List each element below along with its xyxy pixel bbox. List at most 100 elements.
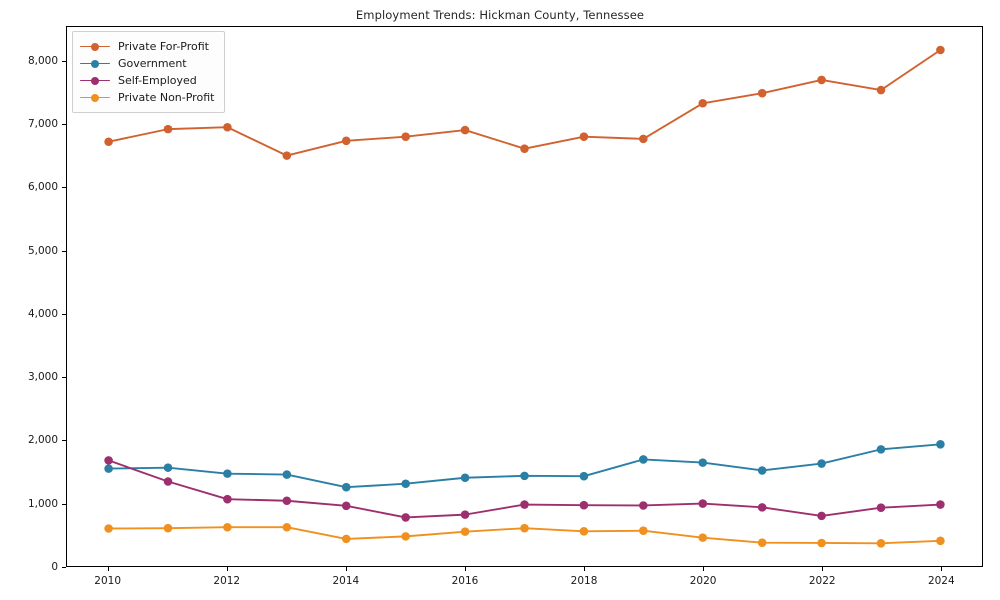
data-point <box>757 503 767 512</box>
x-tick-mark <box>822 567 824 571</box>
data-point <box>460 125 470 135</box>
data-point <box>698 458 708 467</box>
data-point <box>282 522 292 532</box>
y-tick-label: 7,000 <box>27 118 58 131</box>
series-line <box>107 443 942 489</box>
y-tick-mark <box>62 377 66 379</box>
data-point <box>757 538 767 547</box>
y-tick-mark <box>62 124 66 126</box>
data-point <box>520 471 529 481</box>
legend-label: Private Non-Profit <box>118 91 215 104</box>
data-point <box>341 482 351 492</box>
data-point <box>460 473 470 483</box>
legend-marker-icon <box>80 92 110 104</box>
plot-area <box>66 26 983 567</box>
y-tick-label: 6,000 <box>27 181 58 194</box>
x-tick-label: 2022 <box>808 575 836 587</box>
data-point <box>639 455 648 464</box>
x-tick-label: 2018 <box>570 575 598 587</box>
data-point <box>817 538 826 548</box>
data-point <box>104 464 113 473</box>
legend-label: Private For-Profit <box>118 40 209 53</box>
y-tick-label: 2,000 <box>27 434 58 447</box>
data-point <box>163 523 173 533</box>
data-point <box>460 527 470 536</box>
x-tick-mark <box>941 567 943 571</box>
data-point <box>341 534 351 544</box>
data-point <box>579 132 589 141</box>
x-tick-mark <box>584 567 586 571</box>
data-point <box>936 45 945 55</box>
y-tick-label: 8,000 <box>27 54 58 67</box>
legend-item[interactable]: Private Non-Profit <box>80 89 214 106</box>
data-point <box>936 500 945 509</box>
data-point <box>104 456 113 465</box>
chart-legend: Private For-Profit Government Self-Employe… <box>72 31 226 113</box>
x-tick-label: 2012 <box>213 575 241 587</box>
legend-marker-icon <box>80 75 110 87</box>
data-point <box>282 151 292 160</box>
data-point <box>876 445 886 454</box>
data-point <box>401 513 410 522</box>
y-tick-mark <box>62 567 66 568</box>
data-point <box>936 536 945 546</box>
data-point <box>223 469 232 478</box>
y-tick-mark <box>62 440 66 442</box>
series-private-for-profit <box>104 45 945 160</box>
data-point <box>163 477 173 486</box>
x-tick-mark <box>464 567 466 571</box>
legend-item[interactable]: Self-Employed <box>80 72 214 89</box>
data-point <box>579 471 589 481</box>
y-tick-label: 1,000 <box>27 497 58 510</box>
data-point <box>520 144 529 153</box>
x-tick-label: 2010 <box>94 575 122 587</box>
chart-title: Employment Trends: Hickman County, Tenne… <box>355 8 645 22</box>
y-tick-mark <box>62 503 66 505</box>
data-point <box>757 466 767 475</box>
x-tick-mark <box>345 567 347 571</box>
data-point <box>282 496 292 506</box>
y-tick-mark <box>62 250 66 252</box>
data-point <box>520 523 529 533</box>
legend-marker-icon <box>80 58 110 70</box>
series-private-non-profit <box>104 522 945 548</box>
data-point <box>817 75 826 85</box>
data-point <box>698 533 708 542</box>
data-point <box>579 527 589 536</box>
data-point <box>698 499 708 508</box>
data-point <box>639 501 648 510</box>
data-point <box>639 526 648 535</box>
data-point <box>936 440 945 449</box>
legend-item[interactable]: Private For-Profit <box>80 38 214 55</box>
data-point <box>104 524 113 533</box>
data-point <box>876 503 886 512</box>
data-point <box>401 132 410 141</box>
x-tick-label: 2016 <box>451 575 479 587</box>
data-point <box>817 459 826 468</box>
data-point <box>817 511 826 521</box>
legend-marker-icon <box>80 41 110 53</box>
series-line <box>107 49 942 157</box>
data-point <box>282 470 292 479</box>
data-point <box>876 85 886 95</box>
data-point <box>341 501 351 511</box>
x-tick-mark <box>703 567 705 571</box>
x-tick-label: 2014 <box>332 575 360 587</box>
data-point <box>401 532 410 541</box>
legend-item[interactable]: Government <box>80 55 214 72</box>
y-tick-mark <box>62 187 66 189</box>
x-tick-label: 2024 <box>927 575 955 587</box>
x-tick-mark <box>226 567 228 571</box>
data-point <box>520 500 529 509</box>
series-self-employed <box>104 456 945 522</box>
data-point <box>579 500 589 510</box>
plot-lines <box>104 45 945 548</box>
data-point <box>104 137 113 147</box>
series-line <box>107 459 942 519</box>
data-point <box>460 510 470 519</box>
data-point <box>401 479 410 489</box>
data-point <box>163 463 173 472</box>
data-point <box>698 98 708 108</box>
y-tick-label: 0 <box>51 561 58 573</box>
